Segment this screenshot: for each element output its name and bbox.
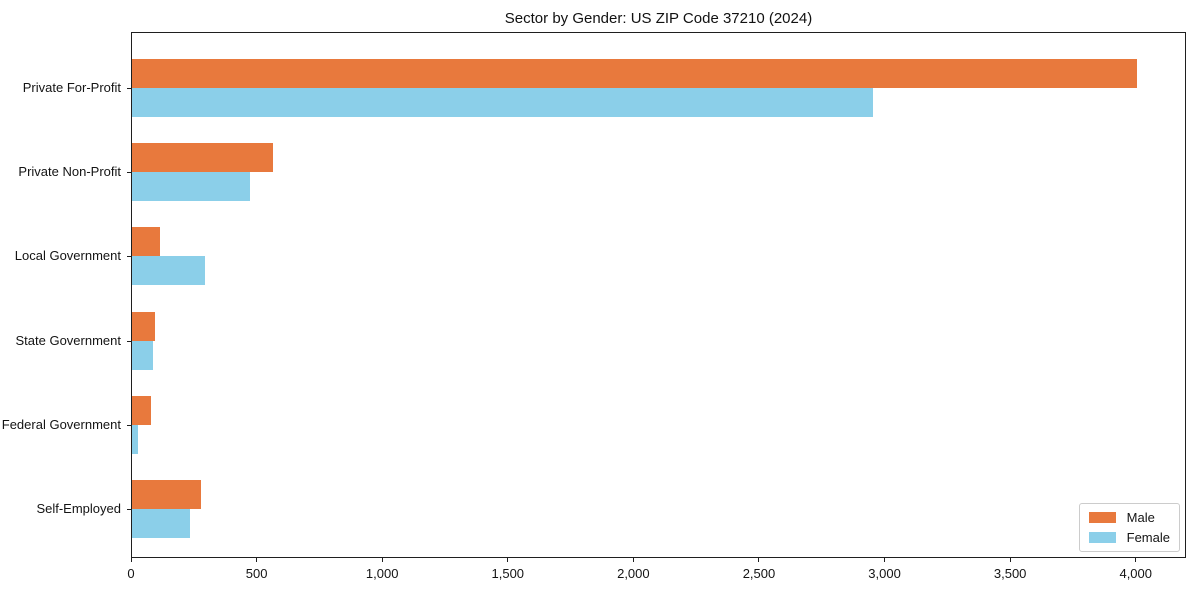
x-tick-mark: [632, 558, 634, 562]
y-axis-label-local-government: Local Government: [14, 248, 121, 264]
legend-entry-male: Male: [1088, 510, 1170, 525]
legend-swatch-male: [1088, 512, 1116, 523]
y-axis-label-private-for-profit: Private For-Profit: [22, 80, 121, 95]
y-tick-mark: [127, 340, 131, 342]
x-tick-mark: [758, 558, 760, 562]
x-tick-mark: [381, 558, 383, 562]
x-tick-label-3000: 3,000: [868, 566, 901, 581]
legend-label-male: Male: [1126, 510, 1155, 525]
x-tick-mark: [130, 558, 132, 562]
x-tick-label-500: 500: [245, 566, 268, 581]
y-axis-label-federal-government: Federal Government: [1, 416, 121, 432]
bar-female-private-for-profit: [132, 88, 873, 117]
y-axis-label-state-government: State Government: [15, 332, 122, 348]
bar-male-state-government: [132, 311, 155, 341]
y-tick-mark: [127, 509, 131, 510]
x-tick-mark: [1135, 558, 1137, 562]
x-tick-label-0: 0: [127, 566, 135, 581]
legend-swatch-female: [1088, 532, 1116, 543]
legend: Male Female: [1078, 503, 1180, 552]
y-axis-label-private-non-profit: Private Non-Profit: [18, 164, 121, 180]
y-tick-mark: [127, 256, 131, 258]
y-tick-mark: [127, 172, 131, 174]
bar-female-local-government: [132, 256, 205, 286]
legend-label-female: Female: [1126, 530, 1170, 545]
plot-area: Male Female: [131, 32, 1186, 558]
x-tick-label-1000: 1,000: [365, 566, 399, 581]
y-tick-mark: [127, 88, 131, 89]
x-tick-mark: [1009, 558, 1011, 562]
bar-male-federal-government: [132, 395, 151, 425]
bar-male-self-employed: [132, 480, 202, 509]
x-tick-label-3500: 3,500: [993, 566, 1027, 581]
x-tick-mark: [507, 558, 509, 562]
bar-male-private-for-profit: [132, 59, 1137, 88]
bar-female-private-non-profit: [132, 172, 251, 202]
x-tick-label-4000: 4,000: [1119, 566, 1153, 581]
bar-female-self-employed: [132, 509, 190, 538]
x-tick-mark: [256, 558, 258, 562]
y-axis-label-self-employed: Self-Employed: [36, 501, 121, 516]
x-tick-label-2000: 2,000: [617, 566, 650, 581]
bar-female-federal-government: [132, 424, 139, 454]
x-tick-label-1500: 1,500: [491, 566, 525, 581]
x-tick-mark: [884, 558, 886, 562]
bar-male-private-non-profit: [132, 143, 273, 173]
x-tick-label-2500: 2,500: [742, 566, 776, 581]
bar-female-state-government: [132, 340, 154, 370]
legend-entry-female: Female: [1088, 530, 1170, 545]
chart-title: Sector by Gender: US ZIP Code 37210 (202…: [504, 10, 813, 27]
bar-male-local-government: [132, 227, 160, 257]
y-tick-mark: [127, 424, 131, 426]
